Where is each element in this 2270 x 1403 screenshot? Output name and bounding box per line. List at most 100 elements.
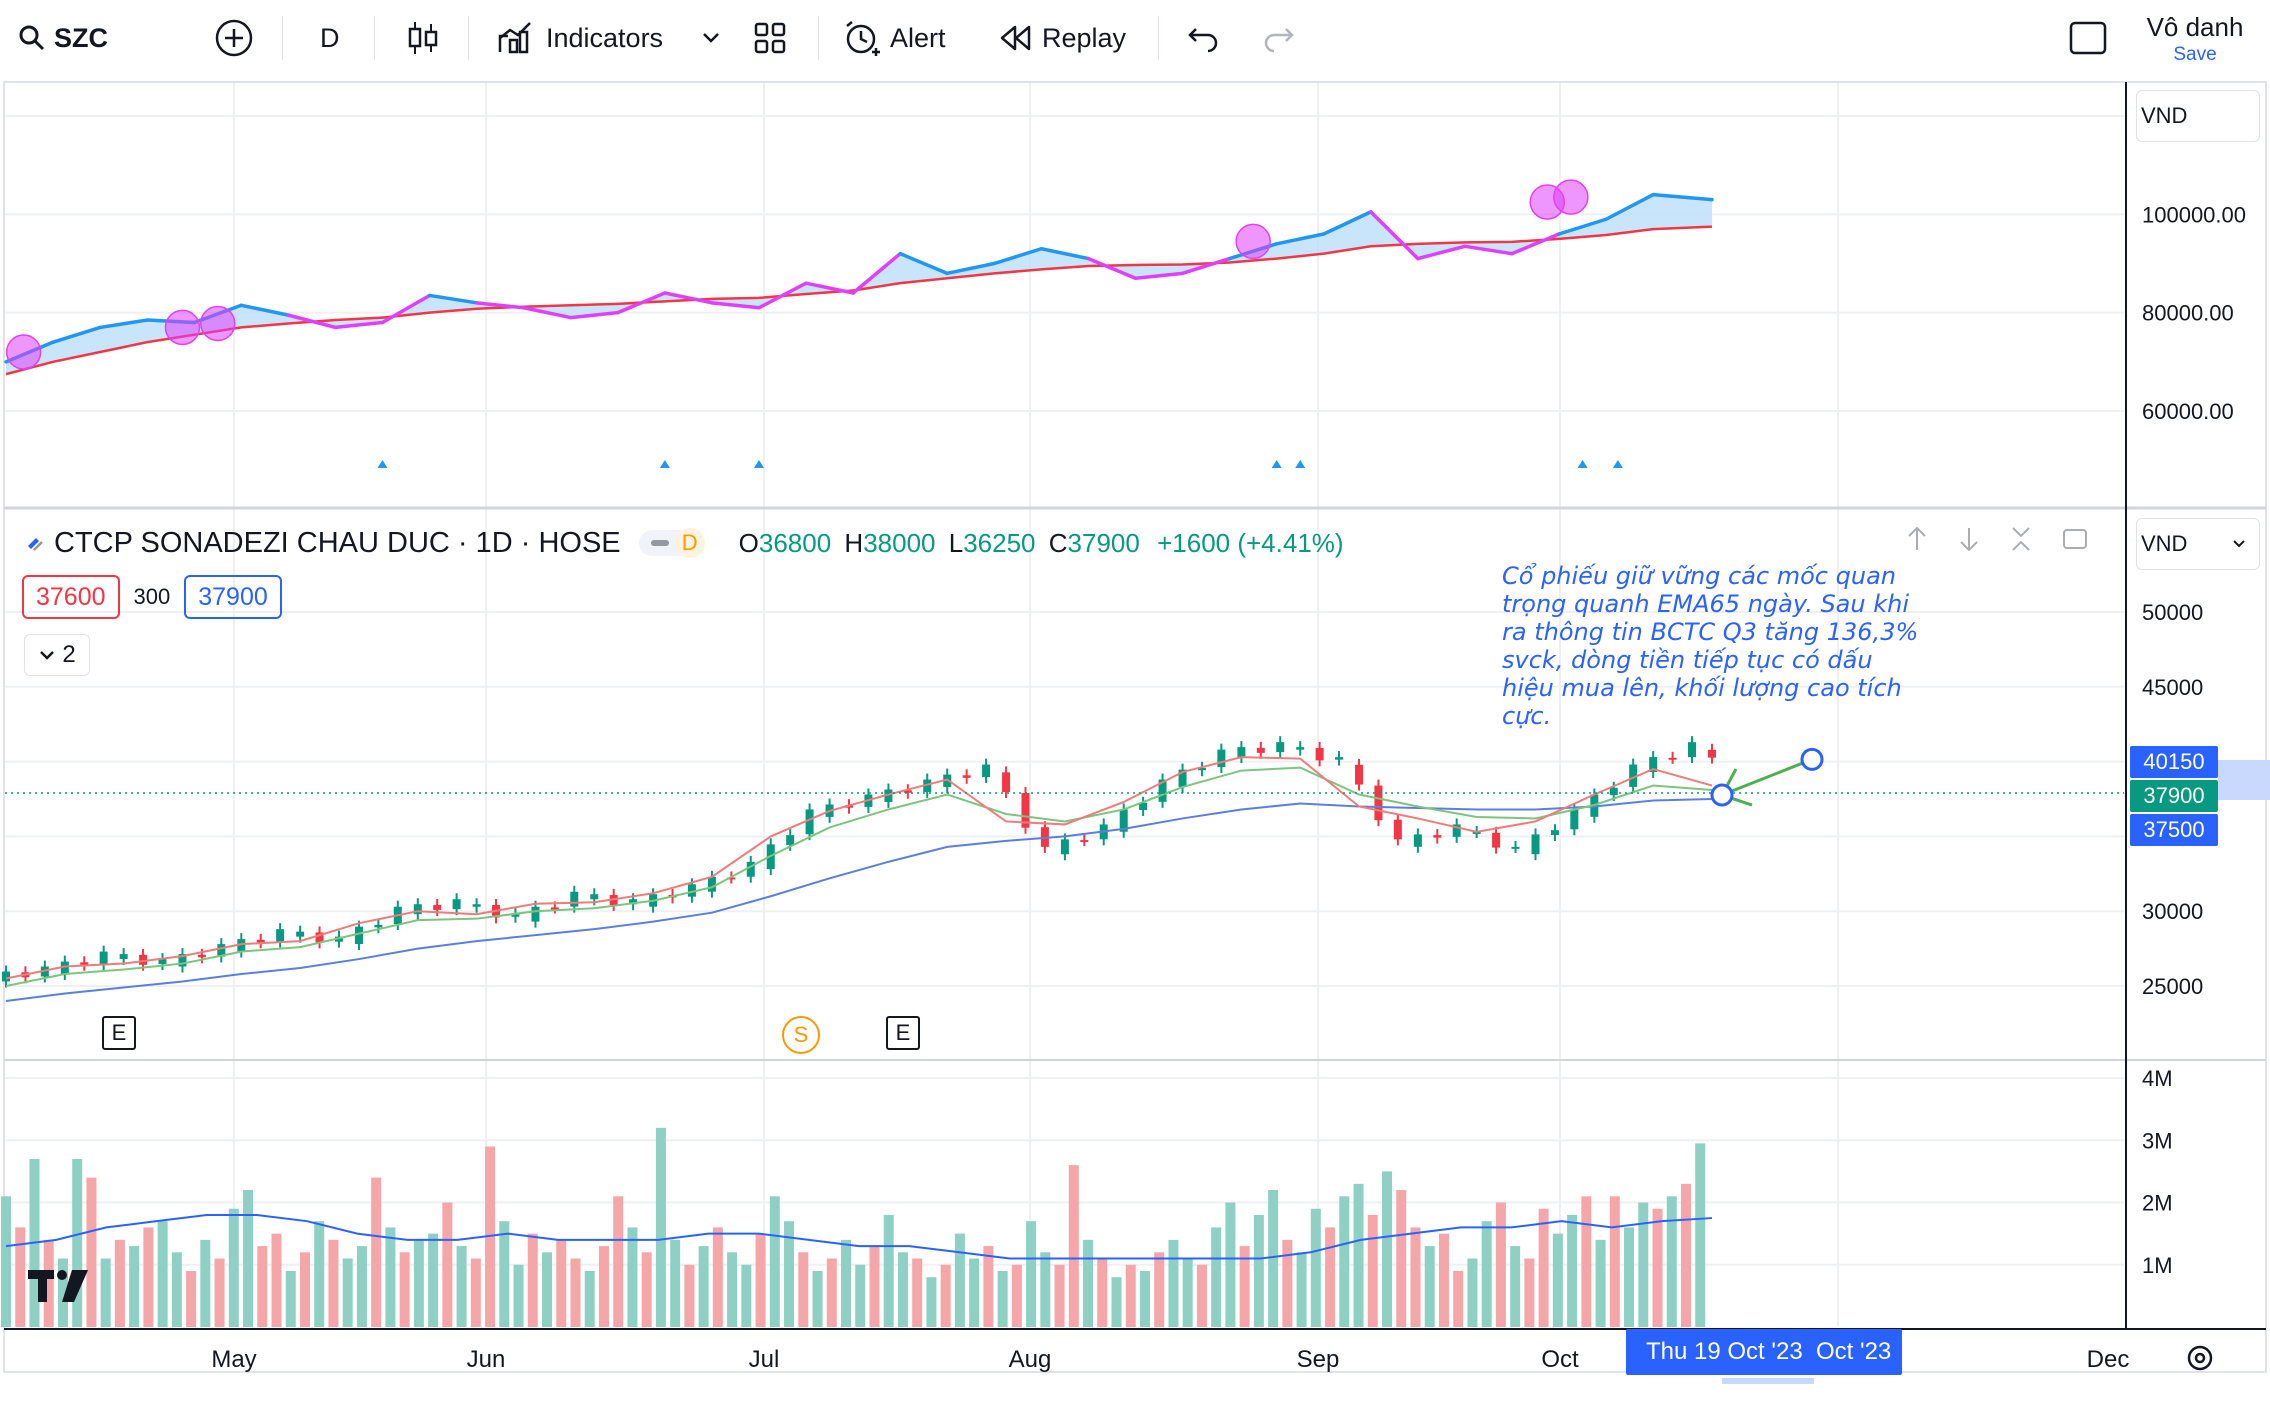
symbol-legend[interactable]: CTCP SONADEZI CHAU DUC · 1D · HOSE D O36… (24, 526, 1344, 560)
open-label: O (738, 527, 759, 558)
candle-body (1276, 742, 1285, 753)
volume-bar (1125, 1264, 1136, 1327)
volume-bar (1367, 1214, 1378, 1327)
arrow-up-icon[interactable] (1904, 524, 1930, 554)
buy-arrow-marker (1577, 460, 1588, 468)
projection-anchor-end[interactable] (1800, 747, 1824, 771)
data-source-icon (28, 538, 43, 551)
volume-bar (1495, 1202, 1506, 1327)
indicator-line-segment (98, 318, 149, 330)
volume-bar (641, 1252, 652, 1327)
indicators-dropdown[interactable] (700, 0, 722, 76)
candle-body (1629, 764, 1638, 787)
ema10-line (5, 756, 1713, 980)
tradingview-logo-icon (28, 1270, 88, 1302)
support-price-tag: 37500 (2130, 814, 2218, 846)
candle-body (786, 835, 795, 845)
maximize-pane-icon[interactable] (2060, 524, 2090, 554)
indicators-collapse-button[interactable]: 2 (24, 634, 90, 676)
drawings-layer[interactable] (1710, 747, 1824, 807)
close-label: C (1048, 527, 1068, 558)
candle-body (727, 877, 736, 880)
candle-body (139, 954, 148, 965)
time-axis[interactable]: May Jun Jul Aug Sep Oct Dec (211, 1346, 2129, 1373)
candle-body (237, 939, 246, 952)
chart-settings-button[interactable] (2180, 1338, 2220, 1378)
currency-select-main[interactable]: VND (2136, 518, 2260, 570)
volume-bar (1453, 1270, 1464, 1327)
undo-button[interactable] (1186, 0, 1220, 76)
volume-bar (556, 1239, 567, 1327)
bid-ask-row: 37600 300 37900 (22, 574, 282, 620)
volume-bar (314, 1221, 325, 1327)
volume-bar (598, 1246, 609, 1327)
volume-bar (1339, 1196, 1350, 1327)
chart-type-button[interactable] (406, 0, 440, 76)
volume-bar (243, 1190, 254, 1327)
fullscreen-button[interactable] (2068, 0, 2108, 76)
projection-line[interactable] (1721, 757, 1813, 797)
time-axis-label: Dec (2087, 1346, 2130, 1373)
interval-button[interactable]: D (320, 0, 340, 76)
split-marker[interactable]: S (782, 1016, 820, 1054)
price-axis-tick: 25000 (2142, 974, 2203, 999)
candle-body (315, 932, 324, 943)
earnings-marker[interactable]: E (886, 1016, 920, 1050)
volume-bar (299, 1252, 310, 1327)
volume-bar (1353, 1183, 1364, 1327)
candle-body (256, 939, 265, 943)
volume-bar (456, 1246, 467, 1327)
volume-bar (1, 1196, 11, 1327)
candle-body (1492, 832, 1501, 848)
volume-bar (271, 1233, 282, 1327)
chevron-down-icon (2233, 540, 2245, 548)
bid-button[interactable]: 37600 (22, 575, 120, 619)
spread-value: 300 (133, 584, 171, 609)
delay-badge[interactable]: D (674, 528, 705, 558)
ask-button[interactable]: 37900 (184, 575, 282, 619)
currency-select-top[interactable]: VND (2136, 90, 2260, 142)
replay-button[interactable]: Replay (998, 0, 1126, 76)
volume-bar (584, 1270, 595, 1327)
volume-bar (1196, 1264, 1207, 1327)
annotation-line: trọng quanh EMA65 ngày. Sau khi (1502, 590, 1910, 618)
volume-bar (1396, 1190, 1407, 1327)
volume-bar (1652, 1208, 1663, 1327)
price-axis-tick: 30000 (2142, 899, 2203, 924)
volume-bar (684, 1264, 695, 1327)
arrow-down-icon[interactable] (1956, 524, 1982, 554)
volume-bar (1011, 1264, 1022, 1327)
projection-anchor-start[interactable] (1710, 783, 1734, 807)
compare-button[interactable] (214, 0, 254, 76)
candle-body (1315, 747, 1324, 761)
volume-bar (1211, 1227, 1222, 1327)
candle-body (433, 904, 442, 910)
volume-ma-line (5, 1213, 1713, 1260)
symbol-search[interactable]: SZC (18, 0, 108, 76)
redo-button[interactable] (1262, 0, 1296, 76)
indicator-line-segment (239, 303, 291, 317)
time-axis-label: May (211, 1346, 256, 1373)
volume-bar (1225, 1202, 1236, 1327)
tradingview-logo[interactable] (28, 1268, 94, 1309)
candle-body (80, 962, 89, 965)
text-annotation[interactable]: Cổ phiếu giữ vững các mốc quan trọng qua… (1502, 562, 1972, 730)
chart-canvas[interactable]: 120000.00100000.0080000.0060000.00500004… (0, 76, 2270, 1403)
layout-button[interactable] (752, 0, 788, 76)
volume-bar (883, 1214, 894, 1327)
collapsed-count: 2 (62, 641, 76, 668)
alert-button[interactable]: Alert (842, 0, 946, 76)
save-layout-button[interactable]: Vô danh Save (2120, 10, 2270, 66)
volume-bar (798, 1252, 809, 1327)
earnings-marker[interactable]: E (102, 1016, 136, 1050)
candle-body (1237, 747, 1246, 758)
candle-body (629, 899, 638, 905)
indicators-button[interactable]: Indicators (496, 0, 663, 76)
volume-bar (57, 1258, 68, 1327)
candle-body (1393, 819, 1402, 840)
collapse-pane-icon[interactable] (2008, 524, 2034, 554)
candle-body (1080, 840, 1089, 843)
change-value: +1600 (+4.41%) (1157, 527, 1344, 558)
volume-bar (570, 1258, 581, 1327)
volume-bar (1638, 1202, 1649, 1327)
